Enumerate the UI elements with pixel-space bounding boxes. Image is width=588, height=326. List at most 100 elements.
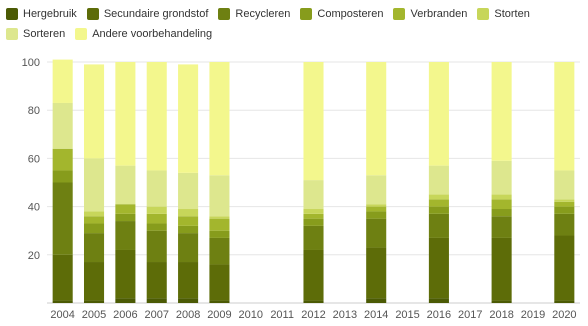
bar-segment[interactable] xyxy=(366,298,387,303)
bar-segment[interactable] xyxy=(491,216,512,238)
bar-segment[interactable] xyxy=(178,172,199,210)
bar-segment[interactable] xyxy=(146,262,167,299)
bar-segment[interactable] xyxy=(428,199,449,207)
bar-segment[interactable] xyxy=(209,237,230,265)
bar-segment[interactable] xyxy=(554,206,575,214)
x-tick-label: 2019 xyxy=(521,309,545,321)
bar-segment[interactable] xyxy=(554,170,575,200)
bar-segment[interactable] xyxy=(83,300,105,303)
bar-segment[interactable] xyxy=(178,233,199,263)
legend-item[interactable]: Andere voorbehandeling xyxy=(75,25,212,42)
bar-segment[interactable] xyxy=(146,213,167,224)
bar-segment[interactable] xyxy=(554,235,575,301)
bar-segment[interactable] xyxy=(303,225,324,250)
bar-segment[interactable] xyxy=(115,165,136,205)
bar-segment[interactable] xyxy=(428,165,449,195)
bar-segment[interactable] xyxy=(52,182,73,255)
bar-segment[interactable] xyxy=(491,62,512,161)
x-tick-label: 2020 xyxy=(552,309,576,321)
bar-segment[interactable] xyxy=(146,62,167,171)
bar-segment[interactable] xyxy=(209,230,230,238)
bar-segment[interactable] xyxy=(83,262,105,301)
bar-segment[interactable] xyxy=(554,213,575,236)
bar-segment[interactable] xyxy=(209,300,230,303)
legend-swatch xyxy=(218,7,231,20)
bar-segment[interactable] xyxy=(115,62,136,166)
bar-segment[interactable] xyxy=(178,225,199,234)
bar-segment[interactable] xyxy=(115,221,136,250)
bar-segment[interactable] xyxy=(146,223,167,231)
bar-segment[interactable] xyxy=(178,64,199,173)
bar-segment[interactable] xyxy=(209,175,230,217)
bar-segment[interactable] xyxy=(178,209,199,217)
bar-segment[interactable] xyxy=(366,204,387,207)
bar-segment[interactable] xyxy=(491,194,512,200)
bar-segment[interactable] xyxy=(83,216,105,224)
bar-segment[interactable] xyxy=(554,201,575,207)
bar-segment[interactable] xyxy=(303,300,324,303)
bar-segment[interactable] xyxy=(178,216,199,226)
bar-segment[interactable] xyxy=(303,209,324,214)
bar-segment[interactable] xyxy=(366,175,387,205)
bar-segment[interactable] xyxy=(83,223,105,234)
bar-segment[interactable] xyxy=(303,249,324,301)
legend-item[interactable]: Sorteren xyxy=(6,25,65,42)
bar-segment[interactable] xyxy=(428,194,449,200)
bar-segment[interactable] xyxy=(146,206,167,214)
bar-segment[interactable] xyxy=(52,300,73,303)
bar-segment[interactable] xyxy=(491,160,512,195)
bar-segment[interactable] xyxy=(366,218,387,248)
x-tick-label: 2017 xyxy=(458,309,482,321)
bar-segment[interactable] xyxy=(52,59,73,103)
bar-segment[interactable] xyxy=(491,237,512,301)
bar-segment[interactable] xyxy=(146,298,167,303)
legend-item[interactable]: Storten xyxy=(477,5,530,22)
bar-segment[interactable] xyxy=(303,218,324,226)
bar-segment[interactable] xyxy=(366,211,387,219)
legend-item[interactable]: Secundaire grondstof xyxy=(86,5,208,22)
legend-item[interactable]: Verbranden xyxy=(393,5,467,22)
bar-segment[interactable] xyxy=(554,300,575,303)
bar-segment[interactable] xyxy=(428,213,449,238)
bar-segment[interactable] xyxy=(83,158,105,212)
bar-segment[interactable] xyxy=(115,298,136,303)
bar-segment[interactable] xyxy=(115,249,136,299)
bar-segment[interactable] xyxy=(178,262,199,299)
bar-segment[interactable] xyxy=(303,62,324,181)
bar-segment[interactable] xyxy=(428,237,449,299)
bar-segment[interactable] xyxy=(554,199,575,202)
bar-segment[interactable] xyxy=(428,62,449,166)
bar-segment[interactable] xyxy=(146,170,167,207)
bar-segment[interactable] xyxy=(52,170,73,183)
bar-segment[interactable] xyxy=(303,180,324,210)
legend-item[interactable]: Hergebruik xyxy=(6,5,77,22)
bar-segment[interactable] xyxy=(366,247,387,299)
bar-segment[interactable] xyxy=(209,216,230,219)
bar-segment[interactable] xyxy=(83,64,105,159)
x-tick-label: 2006 xyxy=(113,309,137,321)
bar-segment[interactable] xyxy=(209,218,230,231)
bar-segment[interactable] xyxy=(115,204,136,214)
legend-item[interactable]: Recycleren xyxy=(218,5,290,22)
bar-segment[interactable] xyxy=(209,264,230,301)
bar-segment[interactable] xyxy=(491,199,512,210)
bar-segment[interactable] xyxy=(52,254,73,301)
bar-segment[interactable] xyxy=(52,148,73,171)
bar-segment[interactable] xyxy=(428,298,449,303)
bar-segment[interactable] xyxy=(366,62,387,176)
bar-segment[interactable] xyxy=(52,102,73,149)
bar-segment[interactable] xyxy=(115,213,136,222)
bar-segment[interactable] xyxy=(146,230,167,263)
bar-segment[interactable] xyxy=(428,206,449,214)
bar-segment[interactable] xyxy=(178,298,199,303)
bar-segment[interactable] xyxy=(303,213,324,219)
bar-segment[interactable] xyxy=(83,233,105,263)
bar-segment[interactable] xyxy=(491,300,512,303)
bar-segment[interactable] xyxy=(83,211,105,217)
legend-item[interactable]: Composteren xyxy=(300,5,383,22)
bar-segment[interactable] xyxy=(554,62,575,171)
legend-swatch xyxy=(393,7,406,20)
bar-segment[interactable] xyxy=(491,209,512,217)
bar-segment[interactable] xyxy=(209,62,230,176)
bar-segment[interactable] xyxy=(366,206,387,212)
